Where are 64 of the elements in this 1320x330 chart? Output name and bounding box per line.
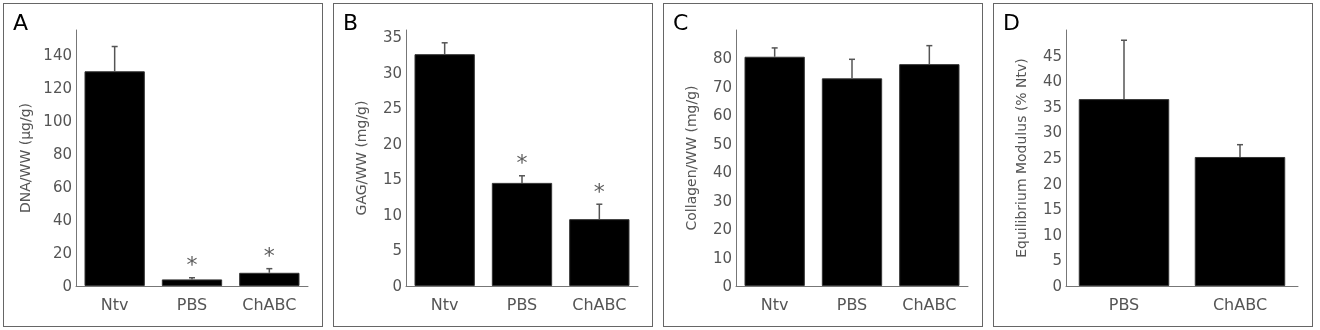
y-tick-label: 80 xyxy=(52,144,72,163)
y-tick-label: 30 xyxy=(382,63,402,82)
y-tick-label: 35 xyxy=(1042,97,1062,116)
y-tick-label: 140 xyxy=(43,45,72,64)
y-tick-label: 0 xyxy=(392,277,402,295)
y-tick-label: 40 xyxy=(712,163,732,182)
y-tick-label: 100 xyxy=(43,111,72,130)
y-tick-label: 15 xyxy=(1042,200,1062,219)
bar xyxy=(161,279,223,286)
x-tick-label: Ntv xyxy=(430,294,459,314)
x-tick-label: PBS xyxy=(176,294,208,314)
x-tick-label: ChABC xyxy=(902,294,957,314)
y-tick-label: 25 xyxy=(1042,149,1062,167)
y-tick-label: 120 xyxy=(43,78,72,97)
y-tick-label: 0 xyxy=(62,277,72,295)
y-axis-title: GAG/WW (mg/g) xyxy=(353,100,369,216)
y-tick-label: 0 xyxy=(722,277,732,295)
x-tick-label: PBS xyxy=(1108,294,1140,314)
annotation: * xyxy=(263,243,275,269)
y-tick-label: 30 xyxy=(1042,123,1062,142)
y-tick-label: 25 xyxy=(382,99,402,118)
y-tick-label: 35 xyxy=(382,28,402,47)
y-tick-label: 45 xyxy=(1042,46,1062,65)
x-tick-label: ChABC xyxy=(242,294,297,314)
y-tick-label: 50 xyxy=(712,134,732,153)
y-tick-label: 60 xyxy=(712,106,732,125)
x-tick-label: ChABC xyxy=(1212,294,1268,314)
bar xyxy=(569,219,630,286)
annotation: * xyxy=(186,252,198,278)
x-tick-label: PBS xyxy=(506,294,538,314)
y-tick-label: 15 xyxy=(382,170,402,189)
chart-title: A xyxy=(13,9,29,35)
y-tick-label: 20 xyxy=(52,243,72,262)
bar xyxy=(239,272,300,286)
y-axis-title: Equilibrium Modulus (% Ntv) xyxy=(1013,58,1029,258)
x-tick-label: PBS xyxy=(836,294,868,314)
y-tick-label: 10 xyxy=(382,205,402,224)
y-tick-label: 70 xyxy=(712,77,732,96)
chart-title: D xyxy=(1003,9,1020,35)
y-tick-label: 10 xyxy=(1042,225,1062,244)
y-tick-label: 60 xyxy=(52,177,72,196)
annotation: * xyxy=(516,150,528,176)
y-axis-title: DNA/WW (µg/g) xyxy=(17,102,34,214)
y-tick-label: 40 xyxy=(1042,72,1062,91)
x-tick-label: Ntv xyxy=(100,294,129,314)
bar xyxy=(491,182,553,286)
y-tick-label: 5 xyxy=(392,241,402,260)
chart-title: C xyxy=(673,9,689,35)
y-tick-label: 40 xyxy=(52,210,72,229)
chart-title: B xyxy=(343,9,359,35)
annotation: * xyxy=(593,178,605,204)
x-tick-label: ChABC xyxy=(572,294,627,314)
x-tick-label: Ntv xyxy=(760,294,789,314)
y-tick-label: 20 xyxy=(382,134,402,153)
y-tick-label: 20 xyxy=(712,220,732,239)
y-tick-label: 5 xyxy=(1052,251,1062,270)
y-tick-label: 10 xyxy=(712,248,732,267)
y-tick-label: 20 xyxy=(1042,174,1062,193)
bar xyxy=(84,71,145,286)
y-axis-title: Collagen/WW (mg/g) xyxy=(683,85,699,231)
y-tick-label: 0 xyxy=(1052,277,1062,295)
y-tick-label: 30 xyxy=(712,191,732,210)
bar xyxy=(414,54,475,286)
y-tick-label: 80 xyxy=(712,49,732,68)
